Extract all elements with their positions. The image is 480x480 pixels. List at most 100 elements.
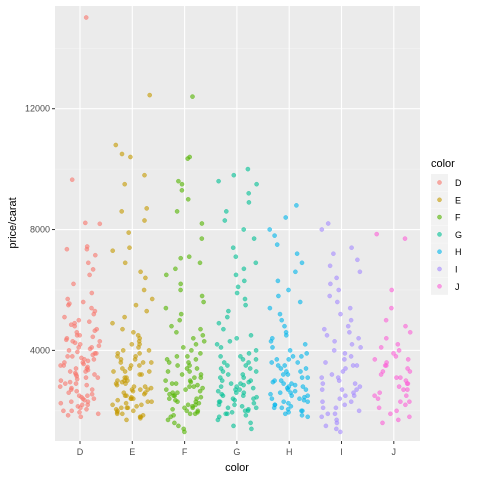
data-point-I [319,414,325,420]
data-point-J [402,236,408,241]
data-point-H [294,251,300,256]
data-point-I [345,323,351,329]
x-tick-label: H [286,447,293,457]
data-point-G [248,420,253,426]
data-point-F [193,399,199,405]
data-point-D [78,405,83,411]
data-point-G [218,345,224,350]
data-point-F [178,287,183,293]
data-point-G [241,266,247,272]
data-point-H [268,391,273,397]
data-point-H [297,396,302,402]
x-tick-label: D [77,447,84,457]
data-point-D [64,246,70,252]
data-point-J [398,399,403,405]
data-point-H [305,399,311,405]
data-point-H [279,405,285,411]
legend-swatch-H [437,249,442,254]
data-point-F [185,354,190,359]
data-point-F [199,221,205,226]
data-point-G [251,400,257,406]
data-point-D [95,375,101,380]
data-point-G [223,209,229,214]
data-point-E [141,287,147,293]
data-point-D [74,376,80,382]
data-point-I [348,399,354,405]
data-point-D [89,391,95,397]
data-point-H [267,227,273,232]
data-point-J [405,357,411,362]
data-point-J [405,381,411,386]
data-point-E [130,408,136,414]
data-point-J [389,305,394,311]
data-point-H [282,323,287,329]
data-point-F [200,332,206,338]
data-point-J [388,411,393,417]
data-point-I [334,420,340,426]
data-point-F [187,369,192,374]
data-point-J [396,348,402,353]
data-point-D [62,314,67,320]
data-point-E [124,405,130,411]
data-point-G [225,372,231,377]
data-point-G [233,254,239,260]
data-point-F [198,375,204,380]
y-axis-title: price/carat [7,197,19,248]
data-point-F [167,391,172,397]
data-point-G [246,360,251,365]
data-point-H [283,215,289,220]
data-point-D [77,332,82,338]
data-point-F [184,408,189,414]
data-point-G [238,354,243,359]
data-point-I [354,363,360,368]
data-point-D [78,414,84,420]
data-point-F [198,326,203,332]
data-point-H [276,293,281,299]
data-point-H [269,360,275,365]
data-point-J [378,345,384,350]
data-point-J [403,402,408,408]
data-point-I [320,381,326,386]
data-point-G [250,385,256,391]
data-point-F [174,354,180,359]
data-point-G [241,375,246,380]
data-point-G [234,335,239,341]
data-point-I [324,332,330,338]
data-point-I [320,399,325,405]
data-point-G [246,200,252,205]
data-point-J [407,399,412,405]
data-point-G [251,396,256,402]
data-point-E [120,348,126,353]
plot-panel [55,6,420,441]
data-point-D [80,360,86,365]
data-point-H [305,393,311,399]
data-point-H [286,400,291,406]
legend-title: color [431,158,455,170]
data-point-G [234,290,240,296]
data-point-I [332,338,337,344]
data-point-D [66,348,72,353]
data-point-I [350,363,356,368]
data-point-F [163,305,169,311]
data-point-F [166,360,172,365]
data-point-G [230,245,236,250]
data-point-F [180,345,186,350]
data-point-G [231,172,237,178]
data-point-I [333,405,339,411]
data-point-G [214,341,220,347]
data-point-I [333,426,339,432]
data-point-F [179,372,185,377]
data-point-F [170,406,175,412]
data-points [57,15,413,435]
data-point-F [164,357,170,362]
data-point-D [75,349,80,355]
data-point-D [68,387,74,392]
data-point-D [64,337,69,343]
data-point-I [339,387,345,392]
data-point-F [185,196,191,202]
data-point-H [299,354,304,359]
data-point-G [237,387,242,392]
data-point-E [144,206,149,211]
data-point-E [110,248,115,253]
